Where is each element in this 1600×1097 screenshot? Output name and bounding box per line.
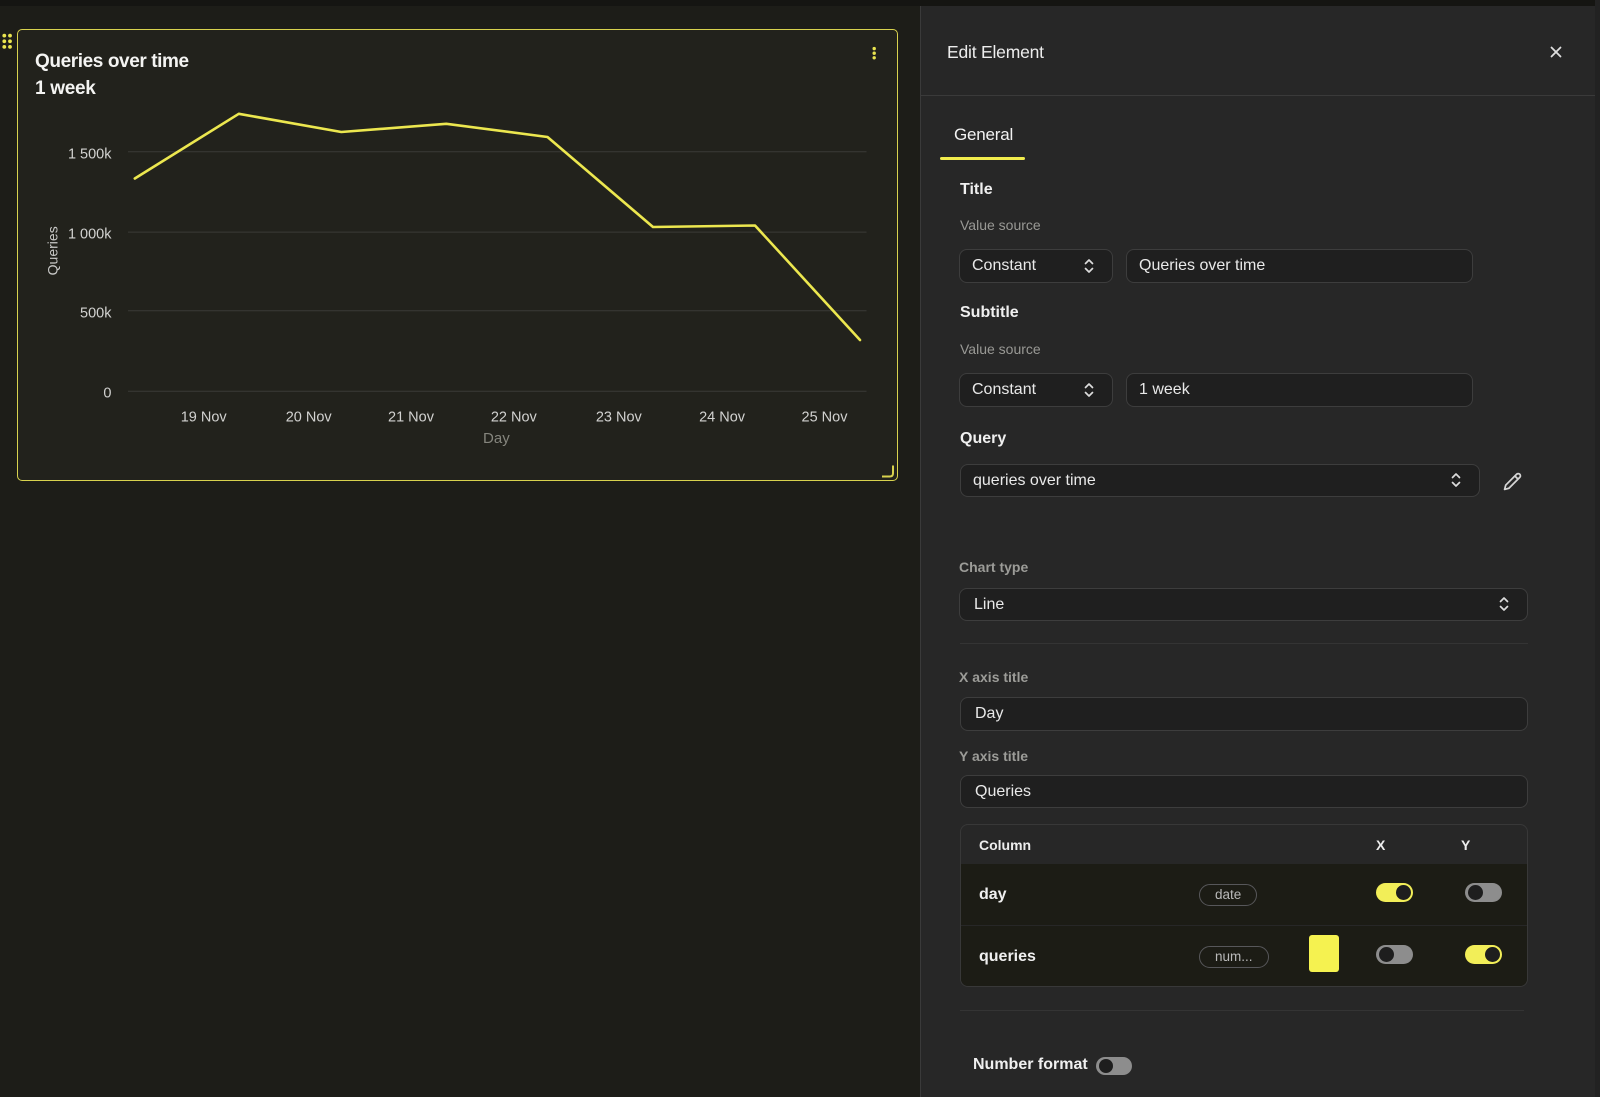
svg-text:0: 0	[103, 386, 111, 402]
svg-text:19 Nov: 19 Nov	[181, 410, 228, 426]
svg-text:1 500k: 1 500k	[68, 146, 112, 162]
svg-text:21 Nov: 21 Nov	[388, 410, 435, 426]
svg-text:25 Nov: 25 Nov	[802, 410, 849, 426]
svg-text:24 Nov: 24 Nov	[699, 410, 746, 426]
svg-text:500k: 500k	[80, 305, 112, 321]
svg-text:22 Nov: 22 Nov	[491, 410, 538, 426]
svg-text:Queries: Queries	[45, 226, 61, 275]
svg-text:20 Nov: 20 Nov	[286, 410, 333, 426]
svg-text:23 Nov: 23 Nov	[596, 410, 643, 426]
svg-text:1 000k: 1 000k	[68, 227, 112, 243]
svg-text:Day: Day	[483, 430, 510, 447]
